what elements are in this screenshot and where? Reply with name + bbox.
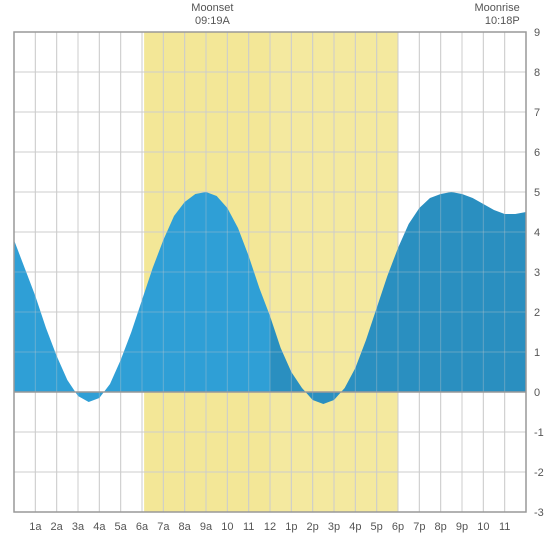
svg-text:-1: -1 (534, 427, 544, 439)
svg-text:4a: 4a (93, 521, 106, 533)
svg-text:1p: 1p (285, 521, 297, 533)
svg-text:8a: 8a (179, 521, 192, 533)
svg-text:6: 6 (534, 147, 540, 159)
svg-text:2p: 2p (307, 521, 319, 533)
svg-text:11: 11 (499, 521, 510, 533)
svg-text:0: 0 (534, 387, 540, 399)
svg-text:11: 11 (243, 521, 254, 533)
moonset-label: Moonset 09:19A (182, 2, 242, 28)
tide-chart: Moonset 09:19A Moonrise 10:18P -3-2-1012… (0, 0, 550, 550)
svg-text:6p: 6p (392, 521, 404, 533)
svg-text:2a: 2a (51, 521, 64, 533)
svg-text:1: 1 (534, 347, 540, 359)
svg-text:8: 8 (534, 67, 540, 79)
svg-text:7: 7 (534, 107, 540, 119)
svg-text:-2: -2 (534, 467, 544, 479)
svg-text:1a: 1a (29, 521, 42, 533)
svg-text:2: 2 (534, 307, 540, 319)
svg-text:5p: 5p (371, 521, 383, 533)
moonrise-time: 10:18P (460, 15, 520, 28)
svg-text:9: 9 (534, 27, 540, 39)
svg-text:10: 10 (477, 521, 489, 533)
svg-text:12: 12 (264, 521, 276, 533)
svg-text:-3: -3 (534, 507, 544, 519)
chart-svg: -3-2-101234567891a2a3a4a5a6a7a8a9a101112… (0, 0, 550, 550)
svg-text:4p: 4p (349, 521, 361, 533)
svg-text:8p: 8p (435, 521, 447, 533)
svg-text:3: 3 (534, 267, 540, 279)
svg-text:6a: 6a (136, 521, 149, 533)
svg-text:5a: 5a (115, 521, 128, 533)
moonset-time: 09:19A (182, 15, 242, 28)
svg-text:5: 5 (534, 187, 540, 199)
moonrise-label: Moonrise 10:18P (460, 2, 520, 28)
svg-text:4: 4 (534, 227, 540, 239)
svg-text:7a: 7a (157, 521, 170, 533)
moonrise-title: Moonrise (460, 2, 520, 15)
svg-text:9p: 9p (456, 521, 468, 533)
svg-text:10: 10 (221, 521, 233, 533)
svg-text:9a: 9a (200, 521, 213, 533)
svg-text:3a: 3a (72, 521, 85, 533)
moonset-title: Moonset (182, 2, 242, 15)
svg-text:3p: 3p (328, 521, 340, 533)
svg-text:7p: 7p (413, 521, 425, 533)
